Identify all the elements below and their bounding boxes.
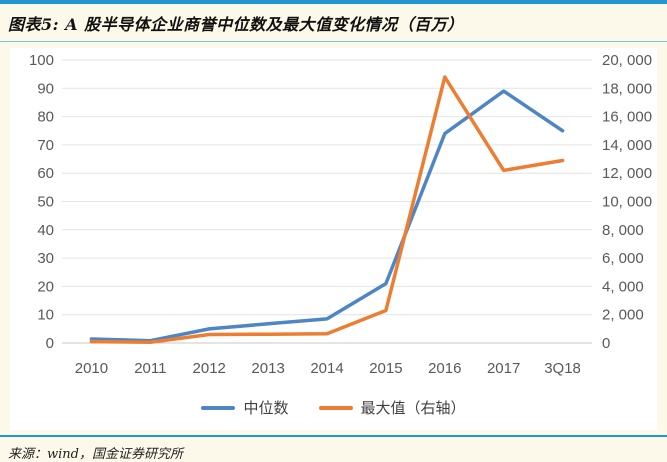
svg-text:18, 000: 18, 000 xyxy=(602,80,652,97)
svg-text:2012: 2012 xyxy=(193,360,226,377)
page-title: 图表5: A 股半导体企业商誉中位数及最大值变化情况（百万） xyxy=(8,15,464,34)
svg-text:10, 000: 10, 000 xyxy=(602,194,652,211)
svg-text:2015: 2015 xyxy=(369,360,402,377)
svg-text:2014: 2014 xyxy=(310,360,343,377)
svg-text:16, 000: 16, 000 xyxy=(602,109,652,126)
svg-text:30: 30 xyxy=(37,250,54,267)
svg-text:2011: 2011 xyxy=(134,360,166,377)
svg-text:50: 50 xyxy=(37,194,54,211)
max-line-swatch xyxy=(318,405,353,410)
chart-area: 0 0 10 2, 000 20 4, 000 30 6, 000 40 8, 000 50 10, … xyxy=(10,48,657,430)
svg-text:10: 10 xyxy=(37,307,54,324)
title-divider xyxy=(0,41,667,42)
legend-label-max: 最大值（右轴） xyxy=(360,400,466,417)
figure-header: 图表5: A 股半导体企业商誉中位数及最大值变化情况（百万） xyxy=(0,4,667,41)
svg-text:70: 70 xyxy=(37,137,54,154)
svg-text:40: 40 xyxy=(37,222,54,239)
svg-text:8, 000: 8, 000 xyxy=(602,222,644,239)
svg-text:20, 000: 20, 000 xyxy=(602,52,652,69)
svg-text:2016: 2016 xyxy=(428,360,461,377)
svg-text:80: 80 xyxy=(37,109,54,126)
svg-text:14, 000: 14, 000 xyxy=(602,137,652,154)
svg-text:0: 0 xyxy=(602,335,610,352)
legend-item-max: 最大值（右轴） xyxy=(318,397,466,418)
svg-text:2013: 2013 xyxy=(251,360,284,377)
svg-text:0: 0 xyxy=(46,335,54,352)
svg-text:20: 20 xyxy=(37,278,54,295)
svg-text:3Q18: 3Q18 xyxy=(544,360,581,377)
top-accent-bar xyxy=(0,0,667,4)
svg-text:90: 90 xyxy=(37,80,54,97)
svg-text:6, 000: 6, 000 xyxy=(602,250,644,267)
median-line-swatch xyxy=(201,405,236,410)
svg-text:2017: 2017 xyxy=(487,360,520,377)
svg-text:2, 000: 2, 000 xyxy=(602,307,644,324)
svg-text:4, 000: 4, 000 xyxy=(602,278,644,295)
source-note: 来源：wind，国金证券研究所 xyxy=(8,447,183,462)
svg-text:100: 100 xyxy=(29,52,54,69)
svg-text:12, 000: 12, 000 xyxy=(602,165,652,182)
svg-text:60: 60 xyxy=(37,165,54,182)
legend-label-median: 中位数 xyxy=(243,400,289,417)
legend-item-median: 中位数 xyxy=(201,397,289,418)
svg-text:2010: 2010 xyxy=(75,360,108,377)
bottom-accent-bar xyxy=(0,435,667,437)
chart-legend: 中位数 最大值（右轴） xyxy=(10,397,657,418)
chart-canvas: 0 0 10 2, 000 20 4, 000 30 6, 000 40 8, 000 50 10, … xyxy=(29,52,652,377)
